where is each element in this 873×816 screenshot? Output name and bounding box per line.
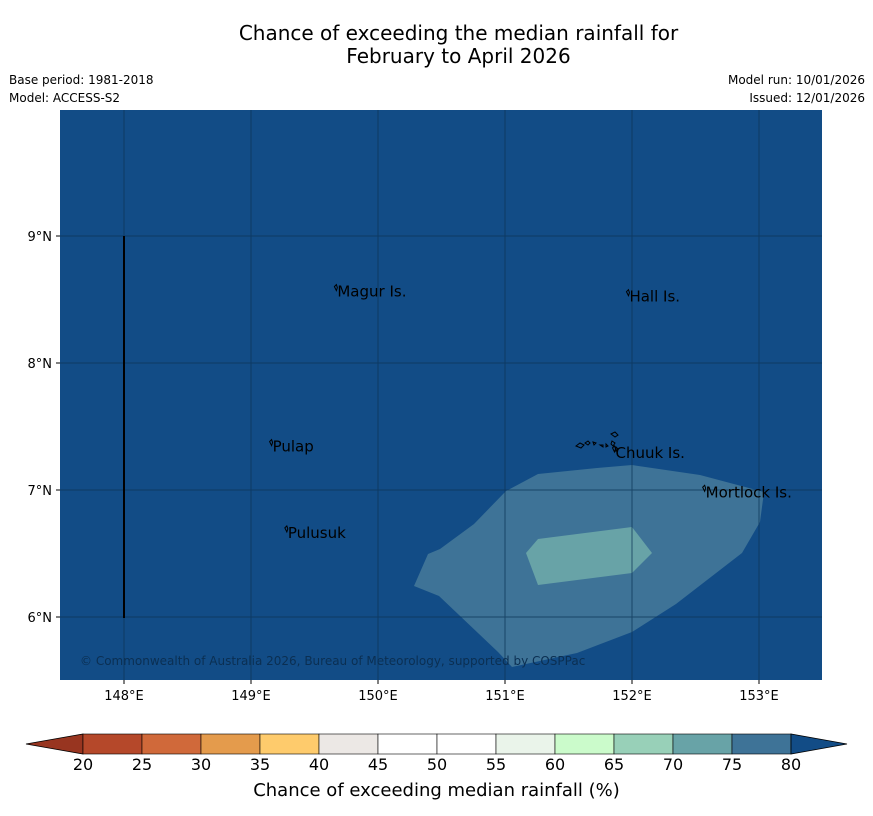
map-panel: Magur Is. Hall Is. Pulap Chuuk Is. Mortlock … bbox=[28, 110, 822, 704]
latitude-tick-label: 9°N bbox=[28, 230, 53, 245]
colorbar-segment bbox=[200, 733, 261, 755]
colorbar-tick: 35 bbox=[249, 755, 271, 774]
probability-region-75-80 bbox=[526, 527, 652, 585]
issued-date: Issued: 12/01/2026 bbox=[749, 91, 865, 105]
longitude-tick-label: 149°E bbox=[231, 689, 271, 704]
place-label: Pulusuk bbox=[288, 524, 346, 542]
colorbar-segment bbox=[554, 733, 615, 755]
longitude-tick-label: 148°E bbox=[104, 689, 144, 704]
model-name: Model: ACCESS-S2 bbox=[9, 91, 121, 105]
island-marker bbox=[333, 283, 338, 292]
longitude-tick-label: 151°E bbox=[485, 689, 525, 704]
colorbar-segment bbox=[731, 733, 792, 755]
island-marker bbox=[625, 288, 630, 297]
colorbar-segment bbox=[318, 733, 379, 755]
latitude-tick-label: 8°N bbox=[28, 357, 53, 372]
colorbar-segment bbox=[672, 733, 733, 755]
longitude-tick-label: 153°E bbox=[739, 689, 779, 704]
latitude-tick-label: 6°N bbox=[28, 611, 53, 626]
longitude-ticks: 148°E 149°E 150°E 151°E 152°E 153°E bbox=[104, 680, 779, 704]
colorbar-segment bbox=[436, 733, 497, 755]
island-marker bbox=[702, 484, 707, 493]
chuuk-lagoon-islands bbox=[574, 431, 619, 453]
colorbar-tick: 40 bbox=[308, 755, 330, 774]
colorbar-tick: 45 bbox=[367, 755, 389, 774]
place-label: Magur Is. bbox=[337, 283, 406, 301]
base-period: Base period: 1981-2018 bbox=[9, 73, 154, 87]
colorbar-label: Chance of exceeding median rainfall (%) bbox=[253, 780, 620, 801]
latitude-tick-label: 7°N bbox=[28, 484, 53, 499]
colorbar-tick: 60 bbox=[544, 755, 566, 774]
colorbar-segment bbox=[377, 733, 438, 755]
colorbar-tick: 20 bbox=[72, 755, 94, 774]
colorbar-tick: 50 bbox=[426, 755, 448, 774]
colorbar bbox=[25, 733, 848, 755]
title-line-2: February to April 2026 bbox=[346, 44, 571, 68]
island-marker bbox=[284, 524, 289, 534]
place-label: Mortlock Is. bbox=[706, 483, 792, 501]
island-marker bbox=[611, 444, 617, 454]
colorbar-tick: 65 bbox=[603, 755, 625, 774]
title-line-1: Chance of exceeding the median rainfall … bbox=[238, 21, 679, 45]
place-labels: Magur Is. Hall Is. Pulap Chuuk Is. Mortlock … bbox=[268, 283, 792, 542]
model-run: Model run: 10/01/2026 bbox=[727, 73, 865, 87]
colorbar-segment bbox=[82, 733, 143, 755]
colorbar-segment bbox=[613, 733, 674, 755]
colorbar-tick: 55 bbox=[485, 755, 507, 774]
place-label: Hall Is. bbox=[629, 288, 680, 306]
colorbar-segment bbox=[141, 733, 202, 755]
colorbar-over-arrow bbox=[790, 733, 848, 755]
chart-title: Chance of exceeding the median rainfall … bbox=[0, 22, 873, 68]
copyright-notice: © Commonwealth of Australia 2026, Bureau… bbox=[80, 654, 585, 668]
colorbar-tick: 25 bbox=[131, 755, 153, 774]
meta-left: Base period: 1981-2018 Model: ACCESS-S2 bbox=[9, 71, 154, 107]
island-marker bbox=[268, 438, 274, 447]
longitude-tick-label: 150°E bbox=[358, 689, 398, 704]
colorbar-tick: 75 bbox=[721, 755, 743, 774]
colorbar-tick-labels: 20 25 30 35 40 45 50 55 60 65 70 75 80 bbox=[0, 755, 873, 777]
colorbar-segment bbox=[259, 733, 320, 755]
colorbar-tick: 80 bbox=[780, 755, 802, 774]
longitude-tick-label: 152°E bbox=[612, 689, 652, 704]
colorbar-segment bbox=[495, 733, 556, 755]
meta-right: Model run: 10/01/2026 Issued: 12/01/2026 bbox=[728, 71, 865, 107]
colorbar-under-arrow bbox=[25, 733, 84, 755]
place-label: Chuuk Is. bbox=[615, 444, 684, 462]
colorbar-tick: 70 bbox=[662, 755, 684, 774]
colorbar-tick: 30 bbox=[190, 755, 212, 774]
place-label: Pulap bbox=[273, 438, 314, 456]
latitude-ticks: 9°N 8°N 7°N 6°N bbox=[28, 230, 60, 626]
